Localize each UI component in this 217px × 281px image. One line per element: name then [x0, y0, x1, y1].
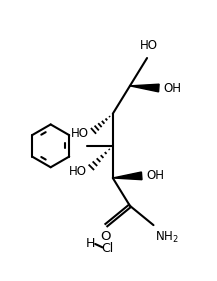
Text: H: H — [85, 237, 95, 250]
Text: Cl: Cl — [101, 242, 113, 255]
Polygon shape — [113, 172, 142, 180]
Text: NH$_2$: NH$_2$ — [155, 229, 178, 244]
Text: OH: OH — [146, 169, 164, 182]
Text: HO: HO — [71, 126, 89, 139]
Polygon shape — [130, 84, 159, 92]
Text: OH: OH — [163, 81, 181, 94]
Text: HO: HO — [140, 38, 158, 52]
Text: O: O — [100, 230, 110, 243]
Text: HO: HO — [68, 165, 86, 178]
